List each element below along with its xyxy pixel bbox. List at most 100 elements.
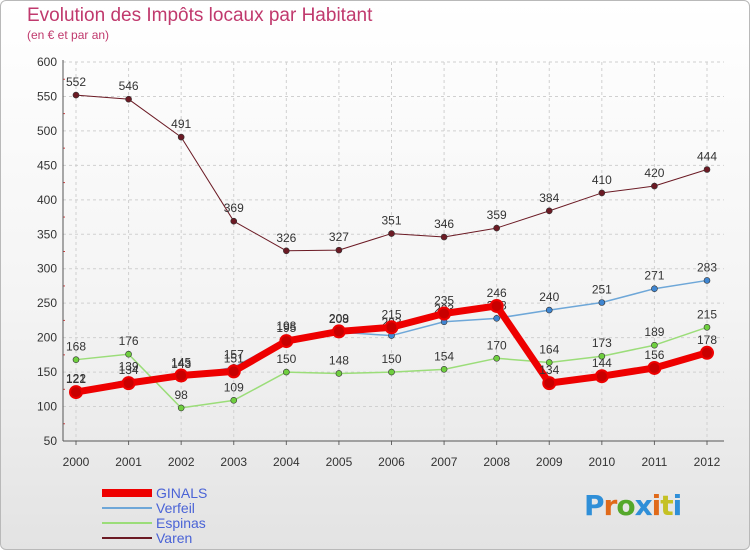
data-label-verfeil: 240 [539,290,559,304]
data-point-varen [335,246,343,254]
data-point-espinas [598,352,606,360]
data-point-varen [493,224,500,232]
chart-title: Evolution des Impôts locaux par Habitant [27,5,373,26]
data-label-varen: 326 [276,231,296,245]
data-label-ginals: 195 [276,321,296,335]
proxiti-logo: Proxiti [584,489,683,522]
data-label-varen: 444 [697,149,717,163]
data-label-verfeil: 251 [592,282,612,296]
y-tick-label: 250 [37,296,57,310]
x-tick-label: 2000 [63,455,90,469]
data-label-varen: 351 [381,214,401,228]
data-label-varen: 384 [539,191,559,205]
x-tick-label: 2007 [431,455,458,469]
data-label-varen: 369 [224,201,244,215]
data-point-espinas [388,368,395,376]
data-label-ginals: 134 [539,363,559,377]
chart-subtitle: (en € et par an) [27,28,110,42]
x-tick-label: 2002 [168,455,195,469]
y-tick-label: 500 [37,124,57,138]
data-label-verfeil: 271 [644,269,664,283]
data-label-espinas: 98 [174,388,188,402]
data-point-ginals [489,298,504,313]
data-point-ginals [437,306,452,321]
data-label-verfeil: 198 [276,319,296,333]
y-tick-label: 400 [37,193,57,207]
data-label-espinas: 109 [224,380,244,394]
x-tick-label: 2001 [115,455,142,469]
x-tick-label: 2006 [378,455,405,469]
data-label-varen: 546 [119,79,139,93]
data-label-verfeil: 143 [171,357,191,371]
data-label-ginals: 134 [119,363,139,377]
x-tick-label: 2003 [220,455,247,469]
data-point-ginals [174,368,189,383]
data-label-ginals: 144 [592,356,612,370]
x-tick-label: 2004 [273,455,300,469]
data-point-verfeil [651,285,658,293]
data-point-verfeil [493,315,500,322]
data-point-varen [230,217,238,225]
logo-letter: o [616,489,635,522]
data-point-ginals [384,320,399,335]
x-tick-label: 2005 [326,455,353,469]
data-point-ginals [700,345,714,360]
data-point-espinas [72,356,80,363]
data-point-varen [598,189,606,197]
data-label-ginals: 209 [329,311,349,325]
y-tick-label: 100 [37,400,57,414]
data-label-ginals: 151 [224,351,244,365]
data-point-ginals [331,324,346,339]
data-label-espinas: 189 [644,325,664,339]
x-tick-label: 2011 [642,455,668,469]
data-point-verfeil [703,277,711,284]
data-label-ginals: 145 [171,356,191,370]
data-label-varen: 552 [66,75,86,89]
data-point-ginals [121,376,136,391]
data-point-varen [703,166,711,173]
y-tick-label: 600 [37,55,57,69]
data-label-espinas: 164 [539,342,559,356]
data-label-espinas: 176 [119,334,139,348]
data-label-espinas: 148 [329,353,349,367]
data-label-espinas: 150 [276,352,296,366]
data-point-espinas [283,368,290,376]
data-label-varen: 346 [434,217,454,231]
data-point-varen [125,95,132,103]
data-label-ginals: 121 [66,372,86,386]
data-point-varen [177,133,185,141]
data-point-ginals [647,360,662,375]
data-label-ginals: 235 [434,294,454,308]
data-point-varen [545,207,553,215]
y-tick-label: 550 [37,89,57,103]
data-label-varen: 359 [487,208,507,222]
data-label-verfeil: 157 [224,347,244,361]
logo-letter: i [672,489,683,522]
data-point-espinas [440,366,448,373]
data-point-ginals [226,364,241,379]
logo-letter: i [651,489,662,522]
y-tick-label: 300 [37,262,57,276]
data-label-varen: 327 [329,230,349,244]
data-label-ginals: 246 [487,286,507,300]
x-tick-label: 2008 [483,455,510,469]
logo-letter: r [603,489,618,522]
data-label-ginals: 156 [644,348,664,362]
data-point-espinas [230,397,238,404]
legend-label-espinas: Espinas [156,515,206,531]
data-point-espinas [545,359,553,366]
data-point-espinas [125,350,132,358]
y-tick-label: 50 [44,434,58,448]
data-label-varen: 420 [644,166,664,180]
data-point-ginals [542,376,557,391]
data-label-espinas: 154 [434,349,454,363]
data-label-verfeil: 283 [697,260,717,274]
x-tick-label: 2012 [694,455,721,469]
legend-label-ginals: GINALS [156,485,207,501]
x-tick-label: 2010 [588,455,615,469]
data-label-verfeil: 122 [66,371,86,385]
data-label-espinas: 215 [697,307,717,321]
data-point-verfeil [545,306,553,314]
y-tick-label: 450 [37,158,57,172]
